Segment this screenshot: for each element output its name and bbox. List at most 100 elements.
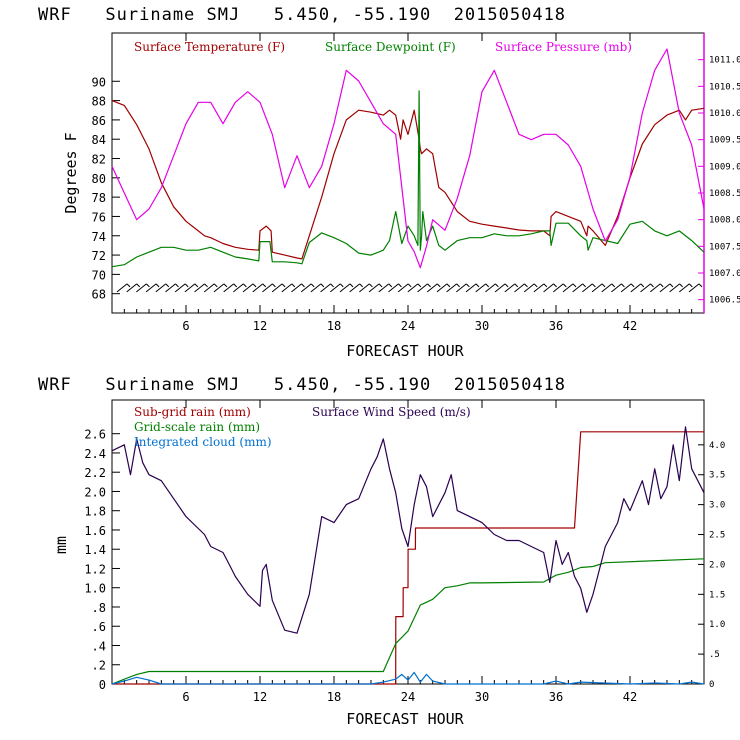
wind-barb bbox=[514, 283, 525, 293]
wind-barb bbox=[649, 283, 661, 293]
wind-barb-flag bbox=[543, 283, 548, 288]
y-tick-label: 80 bbox=[92, 172, 106, 186]
wind-barb bbox=[572, 283, 583, 293]
wind-barb-flag bbox=[630, 283, 635, 288]
wind-barb bbox=[310, 283, 322, 293]
y2-tick-label: 0 bbox=[709, 680, 714, 690]
x-tick-label: 36 bbox=[549, 690, 563, 704]
wind-barb-flag bbox=[524, 283, 528, 288]
wind-barb bbox=[630, 283, 642, 293]
bottom-y2-ticks: 0 .5 1.0 1.5 2.0 2.5 3.0 3.5 4.0 bbox=[698, 441, 725, 690]
x-tick-label: 18 bbox=[327, 319, 341, 333]
wind-barb bbox=[436, 283, 448, 293]
bottom-y-axis-label: mm bbox=[52, 536, 70, 554]
x-tick-label: 6 bbox=[182, 690, 189, 704]
wind-barb-flag bbox=[679, 283, 683, 288]
wind-barb bbox=[669, 283, 680, 293]
bottom-x-ticks: 6 12 18 24 30 36 42 bbox=[123, 400, 693, 704]
wind-barb bbox=[407, 283, 419, 293]
wind-barb bbox=[194, 283, 205, 293]
wind-barb bbox=[494, 283, 506, 293]
wind-barb-flag bbox=[669, 283, 674, 288]
legend-surface-pressure: Surface Pressure (mb) bbox=[495, 40, 632, 54]
y-tick-label: 0 bbox=[99, 678, 106, 692]
top-plot-frame bbox=[111, 32, 705, 314]
wind-barb-flag bbox=[417, 283, 422, 288]
y-tick-label: 84 bbox=[92, 133, 106, 147]
wind-barb bbox=[252, 283, 264, 293]
x-tick-label: 18 bbox=[327, 690, 341, 704]
wind-barb bbox=[562, 283, 574, 293]
wind-barb bbox=[368, 283, 380, 293]
x-tick-label: 30 bbox=[475, 319, 489, 333]
y2-tick-label: 1011.0 bbox=[709, 56, 740, 66]
wind-barb bbox=[359, 283, 370, 293]
x-tick-label: 24 bbox=[401, 319, 415, 333]
wind-barb-flag bbox=[621, 283, 625, 288]
series-surface-pressure-mb bbox=[111, 48, 705, 269]
series-surface-wind-speed-m-s bbox=[111, 426, 705, 634]
wind-barb-flag bbox=[320, 283, 325, 288]
wind-barb bbox=[678, 283, 690, 293]
wind-barb-flag bbox=[640, 283, 645, 288]
wind-barb-flag bbox=[272, 283, 276, 288]
wind-barb-flag bbox=[204, 283, 208, 288]
wind-barb-flag bbox=[291, 283, 296, 288]
wind-barb-flag bbox=[349, 283, 354, 288]
legend-surface-wind-speed: Surface Wind Speed (m/s) bbox=[312, 405, 471, 419]
y2-tick-label: 1009.5 bbox=[709, 136, 740, 146]
wind-barb-flag bbox=[242, 283, 247, 288]
series-grid-scale-rain-mm bbox=[111, 558, 705, 685]
wind-barb-flag bbox=[359, 283, 364, 288]
wind-barb bbox=[417, 283, 428, 293]
wind-barb bbox=[174, 283, 186, 293]
y-tick-label: 2.4 bbox=[84, 447, 106, 461]
wind-barb-flag bbox=[213, 283, 218, 288]
wind-barb bbox=[378, 283, 390, 293]
wind-barb bbox=[349, 283, 360, 293]
y-tick-label: .4 bbox=[92, 639, 106, 653]
y-tick-label: .6 bbox=[92, 620, 106, 634]
wind-barb bbox=[136, 283, 147, 293]
series-integrated-cloud-mm bbox=[111, 671, 705, 685]
wind-barb-flag bbox=[592, 283, 596, 288]
y2-tick-label: 4.0 bbox=[709, 441, 725, 451]
y2-tick-label: 1.0 bbox=[709, 620, 725, 630]
wind-barb bbox=[543, 283, 554, 293]
wind-barb-flag bbox=[427, 283, 431, 288]
y2-tick-label: 2.0 bbox=[709, 560, 725, 570]
wind-barb-flag bbox=[601, 283, 606, 288]
wind-barb bbox=[688, 283, 700, 293]
wind-barb bbox=[465, 283, 477, 293]
wind-barb bbox=[611, 283, 622, 293]
y2-tick-label: 1007.5 bbox=[709, 242, 740, 252]
top-panel: WRF Suriname SMJ 5.450, -55.190 20150504… bbox=[38, 5, 740, 360]
bottom-panel: WRF Suriname SMJ 5.450, -55.190 20150504… bbox=[38, 375, 725, 728]
y2-tick-label: 1008.5 bbox=[709, 189, 740, 199]
wind-barb-flag bbox=[369, 283, 373, 288]
series-sub-grid-rain-mm bbox=[112, 431, 704, 685]
bottom-y-ticks: 0 .2 .4 .6 .8 1.0 1.2 1.4 1.6 1.8 2.0 2.2 2.4 2.6 bbox=[84, 428, 120, 692]
y2-tick-label: 1009.0 bbox=[709, 162, 740, 172]
wind-barb bbox=[262, 283, 273, 293]
x-tick-label: 12 bbox=[253, 690, 267, 704]
x-tick-label: 24 bbox=[401, 690, 415, 704]
wind-barb-flag bbox=[562, 283, 567, 288]
wind-barb bbox=[456, 283, 467, 293]
y-tick-label: 1.0 bbox=[84, 582, 106, 596]
legend-surface-temperature: Surface Temperature (F) bbox=[134, 40, 285, 54]
x-tick-label: 30 bbox=[475, 690, 489, 704]
wind-barb-flag bbox=[456, 283, 460, 288]
y-tick-label: 82 bbox=[92, 153, 106, 167]
legend-sub-grid-rain: Sub-grid rain (mm) bbox=[134, 405, 251, 419]
y-tick-label: 1.2 bbox=[84, 562, 106, 576]
wind-barb-flag bbox=[398, 283, 402, 288]
wind-barb bbox=[233, 283, 244, 293]
wind-barb-flag bbox=[252, 283, 257, 288]
y-tick-label: 68 bbox=[92, 288, 106, 302]
wind-barb-flag bbox=[514, 283, 519, 288]
top-x-axis-label: FORECAST HOUR bbox=[346, 342, 464, 360]
wind-barb-flag bbox=[485, 283, 490, 288]
y2-tick-label: 3.0 bbox=[709, 501, 725, 511]
